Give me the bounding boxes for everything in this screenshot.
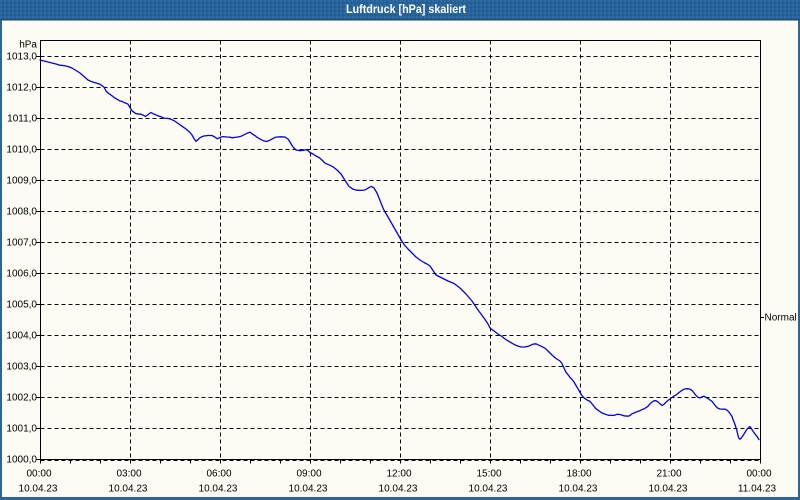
svg-text:11.04.23: 11.04.23	[738, 484, 777, 495]
svg-text:00:00: 00:00	[746, 469, 771, 480]
svg-text:1006,0: 1006,0	[6, 268, 37, 279]
svg-text:03:00: 03:00	[116, 469, 141, 480]
svg-text:12:00: 12:00	[386, 469, 411, 480]
svg-text:1011,0: 1011,0	[7, 113, 37, 124]
svg-text:00:00: 00:00	[26, 469, 51, 480]
svg-text:21:00: 21:00	[656, 469, 681, 480]
svg-text:10.04.23: 10.04.23	[199, 484, 238, 495]
svg-text:1000,0: 1000,0	[6, 454, 37, 465]
svg-text:1002,0: 1002,0	[6, 392, 37, 403]
svg-text:10.04.23: 10.04.23	[109, 484, 148, 495]
svg-text:1010,0: 1010,0	[6, 144, 37, 155]
svg-text:10.04.23: 10.04.23	[649, 484, 688, 495]
svg-text:hPa: hPa	[19, 40, 37, 51]
svg-text:1003,0: 1003,0	[6, 361, 37, 372]
svg-text:06:00: 06:00	[206, 469, 231, 480]
svg-text:1004,0: 1004,0	[6, 330, 37, 341]
svg-text:1013,0: 1013,0	[6, 51, 37, 62]
svg-text:1009,0: 1009,0	[6, 175, 37, 186]
svg-text:Luftdruck [hPa] skaliert: Luftdruck [hPa] skaliert	[346, 2, 466, 16]
svg-text:1007,0: 1007,0	[6, 237, 37, 248]
svg-text:09:00: 09:00	[296, 469, 321, 480]
svg-text:1005,0: 1005,0	[6, 299, 37, 310]
svg-text:10.04.23: 10.04.23	[379, 484, 418, 495]
svg-text:10.04.23: 10.04.23	[469, 484, 508, 495]
svg-text:15:00: 15:00	[476, 469, 501, 480]
svg-text:10.04.23: 10.04.23	[19, 484, 58, 495]
svg-text:10.04.23: 10.04.23	[289, 484, 328, 495]
svg-text:18:00: 18:00	[566, 469, 591, 480]
svg-text:Normal: Normal	[765, 313, 797, 324]
svg-text:1008,0: 1008,0	[6, 206, 37, 217]
svg-text:10.04.23: 10.04.23	[559, 484, 598, 495]
svg-text:1001,0: 1001,0	[6, 423, 37, 434]
svg-text:1012,0: 1012,0	[6, 82, 37, 93]
